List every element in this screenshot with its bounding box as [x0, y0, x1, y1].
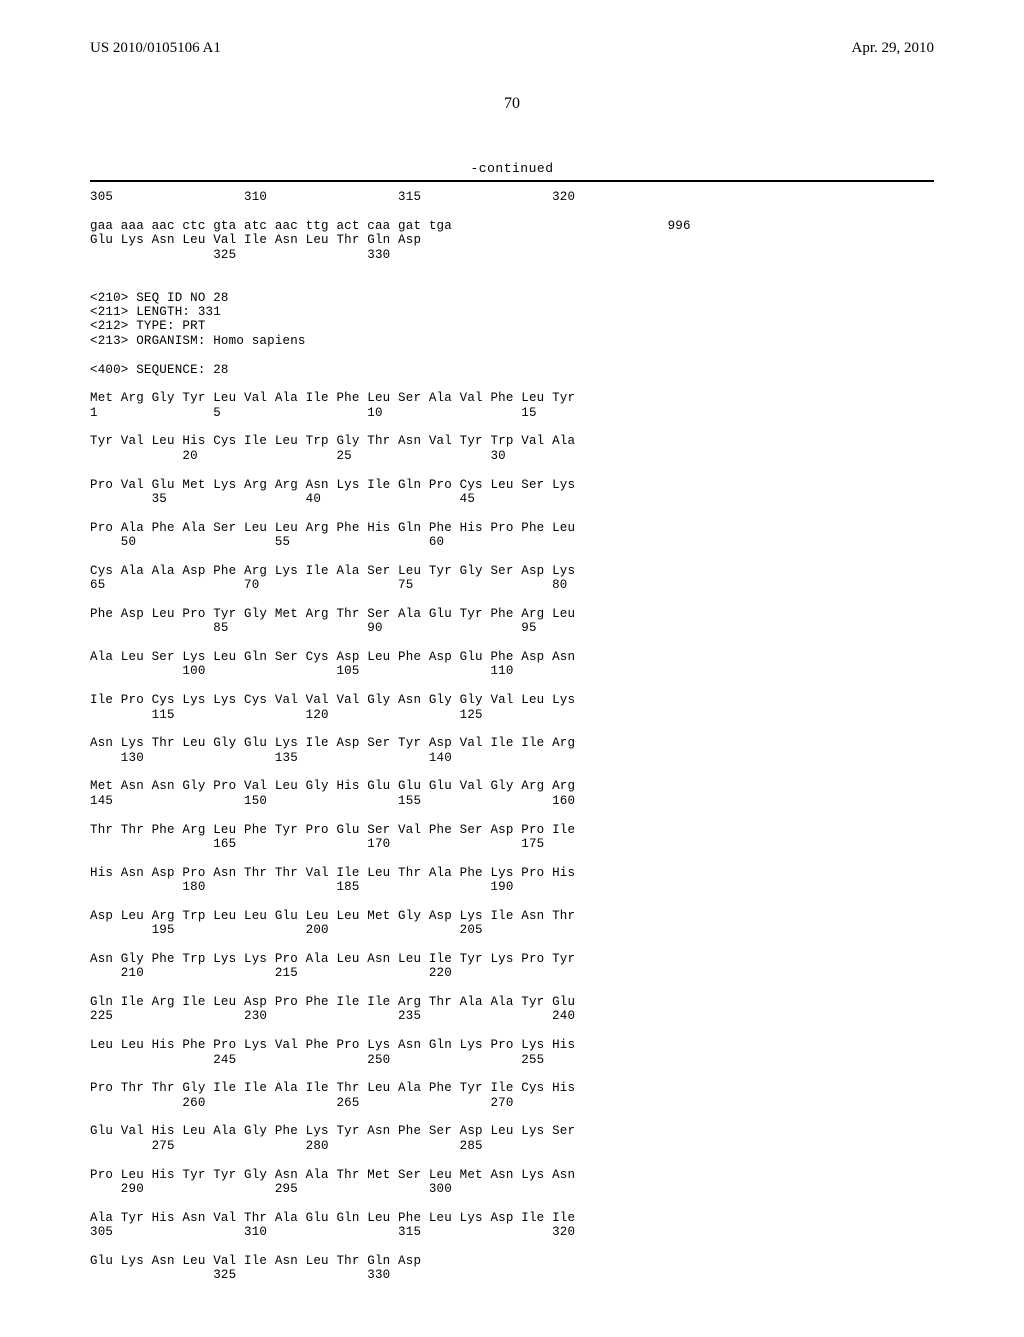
page-number: 70: [90, 95, 934, 113]
page-header: US 2010/0105106 A1 Apr. 29, 2010: [90, 40, 934, 57]
publication-number: US 2010/0105106 A1: [90, 40, 221, 57]
patent-page: US 2010/0105106 A1 Apr. 29, 2010 70 -con…: [0, 0, 1024, 1337]
publication-date: Apr. 29, 2010: [852, 40, 935, 57]
continued-label: -continued: [90, 161, 934, 176]
divider-top: [90, 180, 934, 182]
sequence-content: 305 310 315 320 gaa aaa aac ctc gta atc …: [90, 190, 934, 1297]
